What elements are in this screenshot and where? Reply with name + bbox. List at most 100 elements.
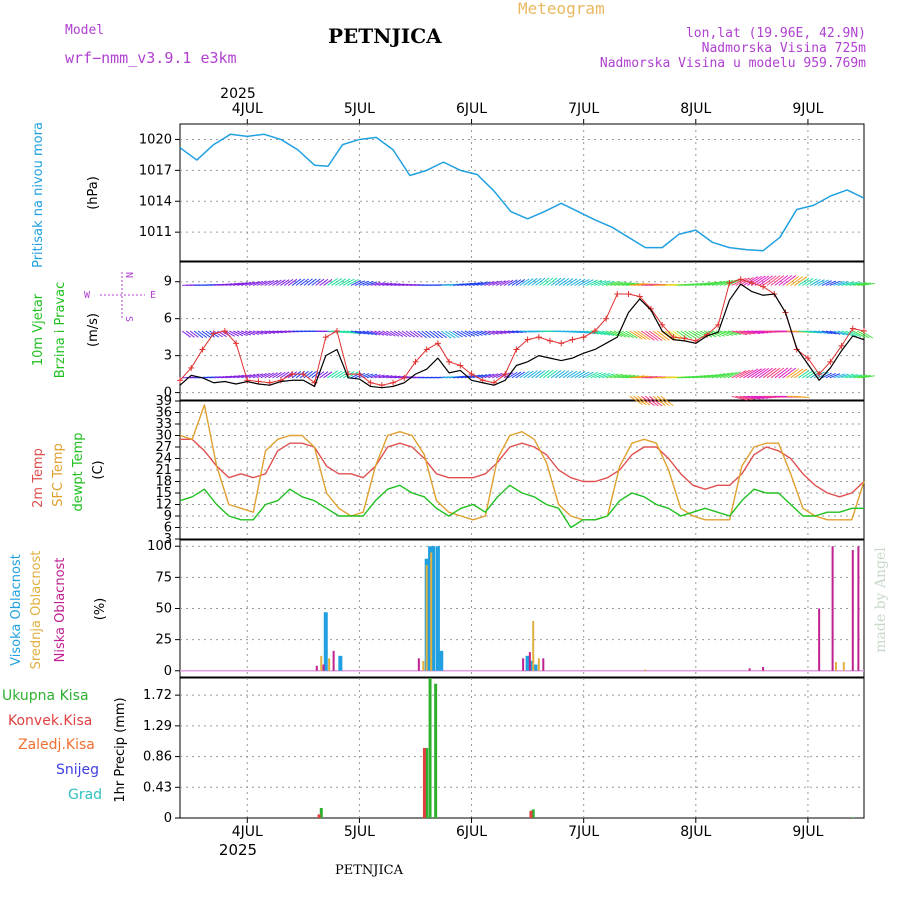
compass-s: S (123, 316, 134, 322)
wind-barb (652, 330, 666, 341)
wind-speed-line (179, 283, 865, 389)
cloud-bar (851, 549, 854, 671)
wind-barb (821, 372, 832, 379)
wind-barb (688, 330, 701, 339)
wind-barb (197, 330, 208, 339)
wind-barb (358, 280, 370, 286)
wind-barb (633, 283, 649, 286)
wind-barb (747, 395, 765, 400)
wind-barb (229, 375, 240, 379)
wind-barb (648, 395, 663, 407)
wind-barb (578, 279, 590, 286)
wind-barb (382, 282, 393, 286)
day-label-bottom: 9JUL (792, 824, 823, 840)
wind-barb (794, 395, 810, 399)
wind-barb (480, 330, 491, 336)
wind-barb (260, 330, 272, 335)
wind-barb (751, 367, 766, 379)
wind-barb (790, 276, 804, 286)
wind-barb (817, 279, 829, 286)
wind-barb (664, 330, 677, 340)
wind-barb (558, 370, 570, 379)
wind-barb (386, 330, 396, 337)
wind-barb (240, 330, 252, 336)
wind-barb (492, 330, 503, 335)
wind-barb (409, 330, 419, 338)
wind-barb (758, 275, 773, 286)
day-label-top: 7JUL (568, 101, 599, 117)
wind-barb (366, 281, 378, 286)
wind-barb (817, 330, 830, 335)
cloud-bar (528, 660, 533, 671)
wind-barb (225, 375, 237, 379)
wind-barb (633, 330, 647, 340)
wind-barb (602, 280, 615, 286)
wind-barb (562, 278, 574, 286)
wind-barb (515, 279, 526, 286)
precip-bar (531, 809, 535, 818)
wind-barb (609, 373, 623, 379)
wind-barb (503, 330, 515, 334)
wind-label-1: 10m Vjetar (31, 293, 46, 366)
wind-barb (594, 372, 607, 379)
wind-barb (370, 330, 381, 336)
wind-barb (860, 330, 874, 339)
wind-barb (550, 277, 562, 286)
cloud-bar (435, 546, 440, 671)
wind-barb (346, 278, 359, 286)
wind-barb (574, 278, 586, 286)
wind-barb (256, 330, 268, 335)
wind-barb (719, 372, 734, 379)
wind-barb (492, 372, 503, 379)
wind-barb (264, 280, 275, 286)
wind-barb (841, 373, 854, 379)
y-tick-label: 1011 (139, 225, 172, 240)
wind-barb (299, 278, 309, 286)
precip-bar (319, 808, 323, 818)
wind-barb (743, 276, 759, 286)
day-label-bottom: 8JUL (680, 824, 711, 840)
y-tick-label: 0 (164, 664, 172, 679)
cloud-bar (439, 650, 444, 671)
wind-barb (331, 370, 343, 379)
cloud-bar (831, 546, 834, 671)
wind-barb (252, 373, 263, 379)
model-altitude-label: Nadmorska Visina u modelu 959.769m (600, 56, 866, 71)
wind-barb (519, 370, 530, 379)
cloud-bar (528, 652, 531, 671)
wind-barb (613, 330, 626, 338)
wind-barb (570, 278, 582, 286)
wind-barb (660, 395, 674, 406)
y-tick-labels: 1011101410171020036936912151821242730333… (139, 132, 180, 826)
wind-barb (853, 330, 866, 338)
wind-barb (845, 281, 858, 286)
wind-barb (586, 371, 598, 379)
wind-barb (770, 275, 785, 286)
cloud-bar (525, 655, 530, 671)
wind-barb (849, 374, 862, 379)
wind-barb (598, 280, 611, 286)
wind-barb (311, 278, 321, 286)
wind-barb (562, 370, 574, 379)
wind-barb (727, 371, 741, 379)
wind-barb (256, 280, 267, 286)
wind-barb (252, 330, 264, 335)
pressure-label: Pritisak na nivou mora (31, 122, 46, 268)
wind-barb (327, 277, 338, 286)
wind-barb (264, 372, 275, 379)
wind-barb (731, 395, 748, 401)
wind-barb (719, 279, 734, 286)
year-bottom: 2025 (219, 841, 257, 859)
wind-barb (189, 330, 199, 338)
cloud-bar (430, 552, 433, 671)
wind-barb (519, 278, 530, 286)
wind-barb (656, 330, 670, 341)
precip-bar (434, 683, 438, 818)
wind-barb (558, 277, 570, 286)
wind-barb (440, 330, 452, 339)
wind-barb (578, 371, 590, 379)
wind-barb (390, 375, 401, 379)
wind-barb (335, 278, 347, 286)
precip-legend-item: Konvek.Kisa (8, 713, 92, 729)
